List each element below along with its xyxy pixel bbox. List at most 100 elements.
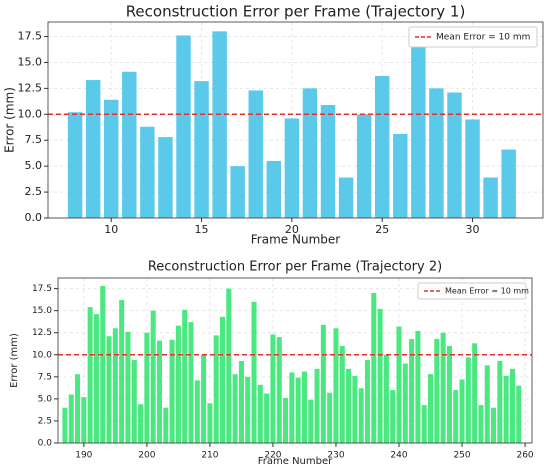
bar xyxy=(377,308,383,443)
y-tick-label: 15.0 xyxy=(18,55,43,68)
bar xyxy=(201,354,207,443)
bar xyxy=(503,375,509,443)
y-axis-label: Error (mm) xyxy=(9,333,20,388)
bar xyxy=(338,177,354,218)
bar xyxy=(491,407,497,443)
y-tick-label: 2.5 xyxy=(38,416,52,426)
bar xyxy=(156,340,163,443)
bar xyxy=(264,393,270,443)
bar xyxy=(465,357,471,443)
bar xyxy=(131,360,137,443)
x-tick-label: 230 xyxy=(327,451,344,461)
bar xyxy=(68,394,74,443)
bar xyxy=(194,81,209,218)
chart-title: Reconstruction Error per Frame (Trajecto… xyxy=(126,3,466,21)
bar xyxy=(483,177,498,218)
bar xyxy=(232,374,238,443)
y-tick-label: 0.0 xyxy=(25,211,43,224)
bar xyxy=(182,309,188,443)
bar xyxy=(409,338,415,443)
bar xyxy=(411,43,426,219)
bar xyxy=(440,332,446,443)
bar xyxy=(459,379,465,443)
bar xyxy=(509,368,515,443)
x-tick-label: 210 xyxy=(201,451,218,461)
bar xyxy=(122,71,137,219)
axes-frame xyxy=(57,277,533,444)
axes-frame xyxy=(47,21,544,219)
bar xyxy=(314,368,320,443)
bar xyxy=(390,390,396,443)
bar xyxy=(396,326,402,443)
y-tick-label: 12.5 xyxy=(32,328,52,338)
bar xyxy=(402,363,408,443)
y-tick-label: 7.5 xyxy=(25,133,43,146)
bar xyxy=(251,301,257,443)
x-tick-label: 260 xyxy=(516,451,533,461)
y-tick-label: 17.5 xyxy=(32,284,52,294)
chart: Reconstruction Error per Frame (Trajecto… xyxy=(9,260,534,468)
bar xyxy=(472,343,478,443)
bar xyxy=(207,403,213,443)
bar xyxy=(81,397,87,443)
bar xyxy=(501,149,516,218)
x-tick-label: 15 xyxy=(195,223,209,236)
x-tick-label: 240 xyxy=(390,451,407,461)
bar xyxy=(320,104,336,218)
y-tick-label: 0.0 xyxy=(38,439,53,449)
bar xyxy=(93,314,99,443)
bar xyxy=(327,392,333,443)
bar xyxy=(429,88,444,219)
bar xyxy=(266,160,282,218)
bar xyxy=(67,112,83,218)
x-tick-label: 25 xyxy=(375,223,389,236)
bar xyxy=(112,328,118,443)
bar xyxy=(478,405,484,443)
bar xyxy=(62,407,68,443)
legend-label: Mean Error = 10 mm xyxy=(445,287,529,296)
y-tick-label: 15.0 xyxy=(32,306,52,316)
bar xyxy=(138,404,144,443)
y-tick-label: 2.5 xyxy=(25,185,43,198)
bar xyxy=(212,31,227,219)
legend-label: Mean Error = 10 mm xyxy=(436,33,530,43)
legend-box xyxy=(417,282,527,300)
y-tick-label: 10.0 xyxy=(32,350,52,360)
bar xyxy=(346,368,352,443)
x-tick-label: 200 xyxy=(138,451,155,461)
bar xyxy=(356,114,372,218)
bar xyxy=(213,335,219,443)
bar xyxy=(104,99,119,218)
bar xyxy=(194,380,200,443)
bar xyxy=(87,307,93,443)
y-tick-label: 17.5 xyxy=(18,30,43,43)
bar xyxy=(245,376,251,443)
x-tick-label: 190 xyxy=(75,451,92,461)
bar xyxy=(415,330,421,443)
bar xyxy=(219,316,226,443)
bar xyxy=(169,339,175,443)
bar xyxy=(283,398,289,443)
x-tick-label: 250 xyxy=(453,451,470,461)
bar xyxy=(163,407,169,443)
bar xyxy=(257,384,263,443)
bar xyxy=(301,371,307,443)
bar xyxy=(248,90,263,218)
bar xyxy=(320,324,326,443)
y-tick-label: 5.0 xyxy=(38,394,53,404)
x-axis-label: Frame Number xyxy=(251,233,340,247)
y-axis-label: Error (mm) xyxy=(3,87,17,153)
bar xyxy=(383,354,389,443)
bar xyxy=(427,374,434,443)
bar xyxy=(453,390,459,443)
chart-title: Reconstruction Error per Frame (Trajecto… xyxy=(148,260,442,275)
bar xyxy=(484,365,490,443)
bar xyxy=(289,372,295,443)
bar xyxy=(374,75,390,218)
bar xyxy=(176,35,191,219)
y-tick-label: 10.0 xyxy=(18,107,43,120)
chart: Reconstruction Error per Frame (Trajecto… xyxy=(3,3,544,247)
bar xyxy=(106,336,112,443)
y-tick-label: 5.0 xyxy=(25,159,43,172)
